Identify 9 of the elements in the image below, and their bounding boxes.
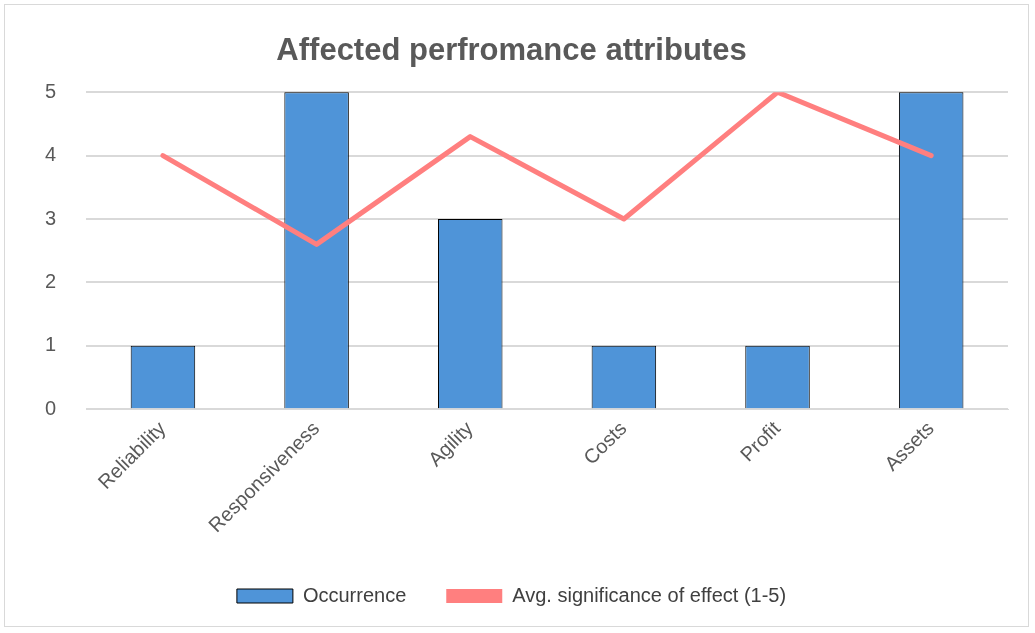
y-tick-label: 2 xyxy=(45,269,57,292)
chart-title: Affected perfromance attributes xyxy=(276,32,747,68)
y-tick-label: 3 xyxy=(45,206,57,229)
y-tick-label: 0 xyxy=(45,396,57,419)
legend-label: Occurrence xyxy=(302,583,407,606)
y-tick-label: 5 xyxy=(45,79,57,102)
y-tick-label: 1 xyxy=(45,333,57,356)
y-tick-label: 4 xyxy=(45,143,57,166)
legend-label: Avg. significance of effect (1-5) xyxy=(512,583,787,606)
